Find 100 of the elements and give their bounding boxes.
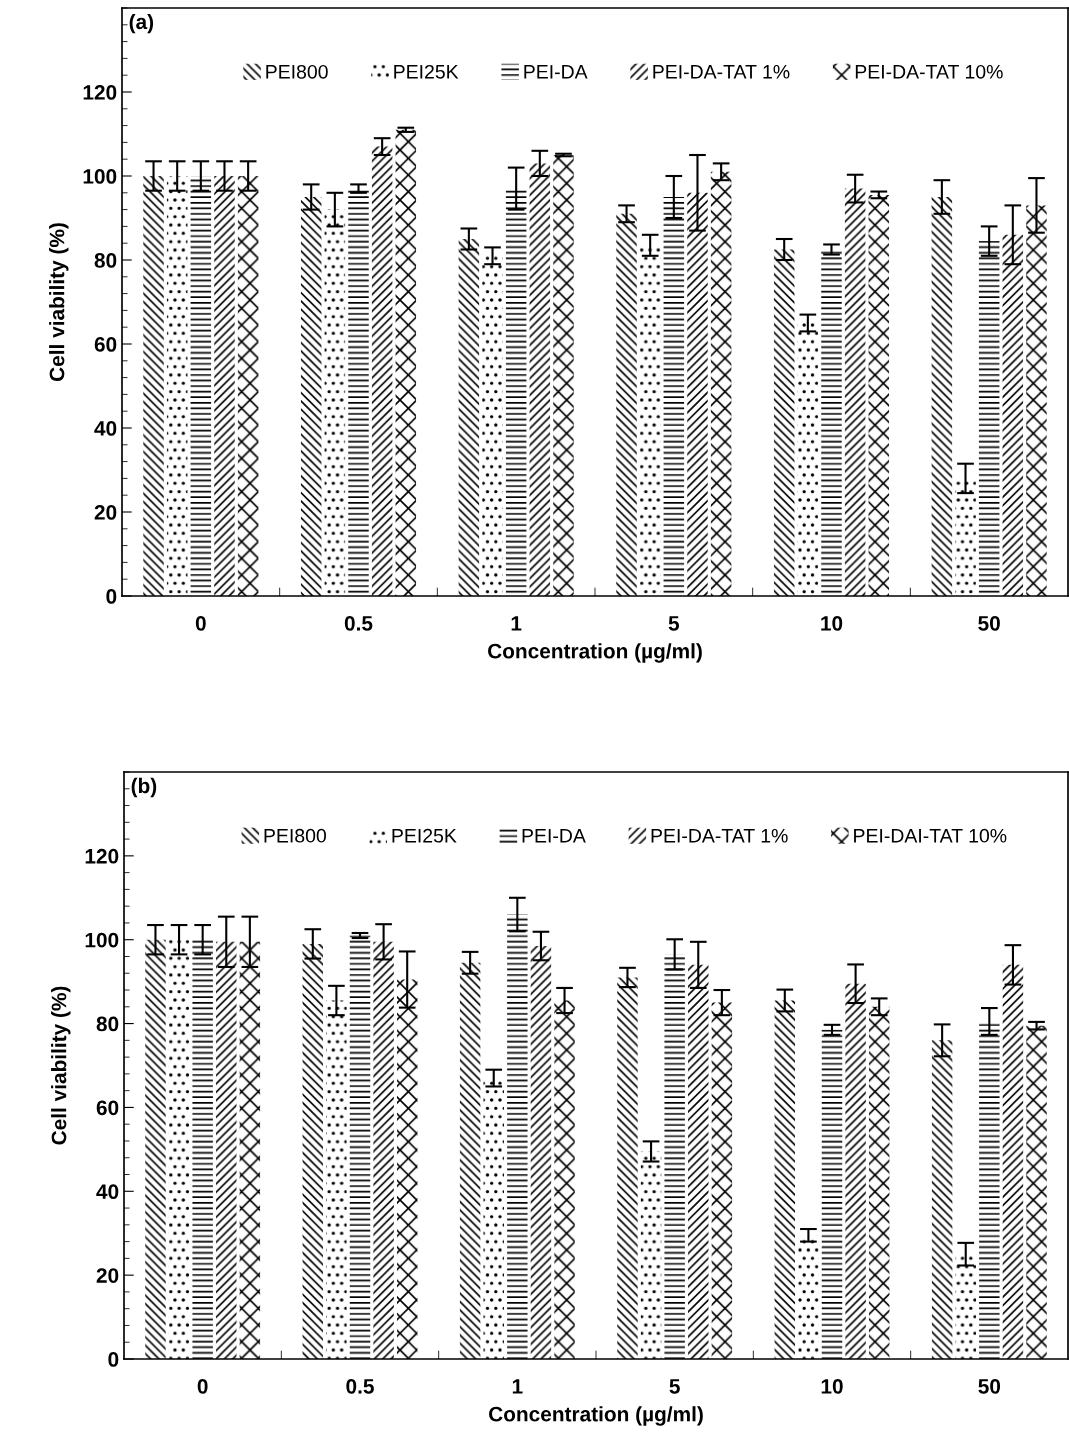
bar <box>507 914 528 1359</box>
bar <box>326 1000 347 1359</box>
bar <box>396 979 418 1359</box>
y-tick-label: 0 <box>108 1352 119 1367</box>
x-tick-label: 0.5 <box>344 615 373 631</box>
bar <box>711 1002 733 1359</box>
x-tick-label: 50 <box>978 615 1000 631</box>
bar <box>192 939 213 1359</box>
bar <box>955 478 976 596</box>
bar <box>978 241 1000 596</box>
bar <box>373 941 394 1359</box>
bar <box>1002 964 1024 1359</box>
x-tick-label: 10 <box>821 1378 843 1394</box>
y-tick-label: 120 <box>85 848 119 864</box>
bar <box>640 1151 662 1359</box>
y-tick-label: 0 <box>106 589 117 604</box>
bar <box>616 213 637 596</box>
bar <box>955 1254 976 1359</box>
y-tick-label: 100 <box>83 169 117 184</box>
bar <box>979 1021 1000 1359</box>
bar <box>821 1029 843 1359</box>
bar <box>483 1078 504 1359</box>
bar <box>554 1000 575 1359</box>
x-tick-label: 1 <box>512 1379 523 1394</box>
x-tick-label: 50 <box>978 1378 1001 1394</box>
y-tick-label: 20 <box>96 1268 119 1283</box>
bar <box>505 188 527 596</box>
x-tick-label: 10 <box>821 615 843 631</box>
x-tick-label: 0 <box>195 615 206 631</box>
bar <box>530 946 552 1359</box>
bar <box>663 197 685 596</box>
bar <box>868 194 890 596</box>
bar <box>664 954 685 1359</box>
bar <box>300 197 322 596</box>
bar <box>239 941 261 1359</box>
bar <box>166 176 188 596</box>
bar <box>324 209 346 596</box>
legend-label: PEI-DAI-TAT 10% <box>854 828 1007 843</box>
y-axis-title: Cell viability (%) <box>51 986 71 1145</box>
bar <box>821 249 842 596</box>
legend-label: PEI25K <box>394 64 459 79</box>
bar <box>145 939 166 1359</box>
bar <box>868 1006 890 1359</box>
bar <box>302 943 324 1359</box>
bar <box>797 323 819 596</box>
bar <box>395 129 417 596</box>
y-tick-label: 20 <box>94 505 117 520</box>
bar <box>348 188 369 596</box>
x-tick-label: 1 <box>511 616 522 631</box>
bar <box>1026 1025 1047 1359</box>
annotation: (b) <box>131 777 157 798</box>
bar <box>553 155 574 596</box>
annotation: (a) <box>129 13 154 34</box>
bar <box>190 176 212 596</box>
bar <box>1002 234 1024 596</box>
y-tick-label: 40 <box>94 421 117 436</box>
bar <box>687 192 708 596</box>
legend-label: PEI25K <box>392 828 457 843</box>
bar <box>482 255 503 596</box>
x-axis-title: Concentration (µg/ml) <box>489 1406 703 1426</box>
bar <box>1026 205 1047 596</box>
x-axis-title: Concentration (µg/ml) <box>488 643 702 663</box>
bar <box>710 171 732 596</box>
bar <box>143 176 164 596</box>
bar <box>617 977 638 1359</box>
bar <box>931 197 953 596</box>
y-tick-label: 80 <box>94 253 117 268</box>
bar <box>349 935 371 1359</box>
bar <box>237 176 259 596</box>
y-tick-label: 40 <box>96 1184 119 1200</box>
x-tick-label: 0.5 <box>346 1378 374 1394</box>
legend-label: PEI-DA <box>522 829 586 843</box>
bar <box>798 1235 819 1359</box>
bar <box>458 239 480 596</box>
bar <box>773 249 795 596</box>
y-tick-label: 120 <box>83 85 117 100</box>
bar <box>214 176 235 596</box>
bar <box>168 939 190 1359</box>
x-tick-label: 5 <box>669 1379 680 1394</box>
bar <box>774 1000 796 1359</box>
bar <box>216 941 237 1359</box>
y-axis-title: Cell viability (%) <box>49 223 69 382</box>
x-tick-label: 0 <box>197 1378 208 1394</box>
legend-label: PEI800 <box>266 64 328 79</box>
bar <box>931 1040 953 1359</box>
y-tick-label: 60 <box>94 337 117 352</box>
y-tick-label: 80 <box>96 1016 119 1032</box>
legend-label: PEI-DA-TAT 1% <box>651 828 788 843</box>
bar <box>529 163 551 596</box>
bar <box>845 983 866 1359</box>
y-tick-label: 100 <box>85 932 119 948</box>
y-tick-label: 60 <box>96 1100 119 1116</box>
legend-label: PEI800 <box>264 828 326 843</box>
x-tick-label: 5 <box>668 616 680 631</box>
legend-label: PEI-DA <box>524 65 588 79</box>
bar <box>844 188 866 596</box>
legend-label: PEI-DA-TAT 10% <box>855 64 1003 79</box>
legend-label: PEI-DA-TAT 1% <box>653 65 790 79</box>
bar <box>688 964 709 1359</box>
bar <box>459 962 481 1359</box>
